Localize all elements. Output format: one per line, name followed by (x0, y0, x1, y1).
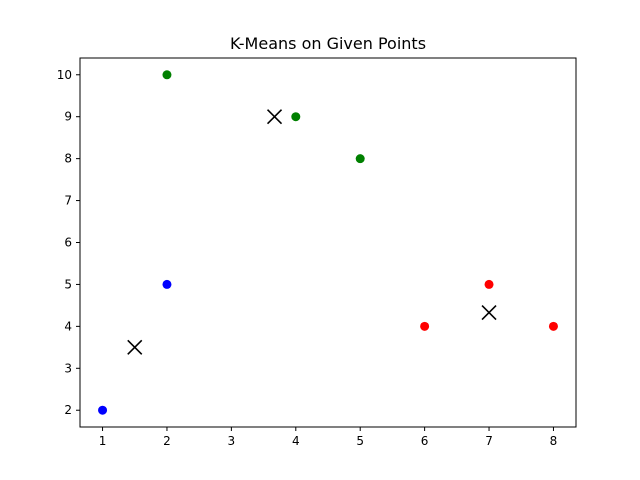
y-tick-label: 8 (64, 152, 72, 166)
x-tick-label: 4 (292, 434, 300, 448)
x-axis-ticks: 1 2 3 4 5 6 7 8 (99, 427, 558, 448)
chart-title: K-Means on Given Points (230, 34, 426, 53)
y-tick-label: 4 (64, 319, 72, 333)
centroid-marker (127, 339, 143, 355)
y-tick-label: 7 (64, 194, 72, 208)
centroid-marker (266, 109, 283, 125)
y-axis-ticks: 2 3 4 5 6 7 8 9 10 (57, 68, 80, 417)
data-point (484, 279, 494, 289)
data-point (98, 405, 108, 415)
data-point (420, 321, 430, 331)
y-tick-label: 9 (64, 110, 72, 124)
y-tick-label: 6 (64, 236, 72, 250)
x-tick-label: 1 (99, 434, 107, 448)
x-tick-label: 2 (163, 434, 171, 448)
x-tick-label: 7 (485, 434, 493, 448)
data-point (291, 112, 301, 122)
y-tick-label: 10 (57, 68, 72, 82)
centroid-marker (481, 304, 497, 321)
x-tick-label: 5 (356, 434, 364, 448)
data-points (98, 70, 558, 415)
plot-frame (79, 57, 577, 428)
data-point (162, 279, 172, 289)
y-tick-label: 2 (64, 403, 72, 417)
data-point (548, 321, 558, 331)
data-point (162, 70, 172, 80)
x-tick-label: 3 (228, 434, 236, 448)
y-tick-label: 3 (64, 361, 72, 375)
data-point (355, 154, 365, 164)
x-tick-label: 6 (421, 434, 429, 448)
y-tick-label: 5 (64, 277, 72, 291)
x-tick-label: 8 (550, 434, 558, 448)
